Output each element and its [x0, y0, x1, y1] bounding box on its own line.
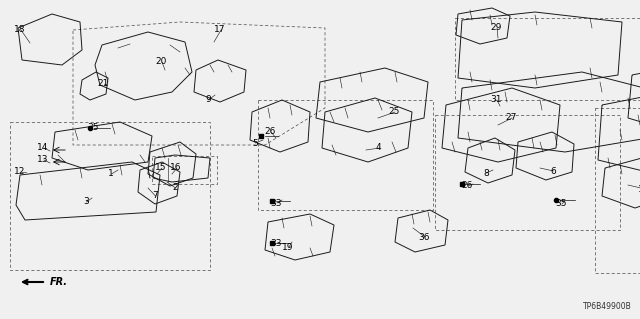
- Bar: [595, 108, 640, 273]
- Text: TP6B49900B: TP6B49900B: [583, 302, 632, 311]
- Bar: [10, 122, 210, 270]
- Text: 10: 10: [638, 184, 640, 194]
- Text: 13: 13: [37, 155, 49, 165]
- Text: 29: 29: [490, 24, 501, 33]
- Text: 35: 35: [555, 199, 566, 209]
- Text: 5: 5: [252, 138, 258, 147]
- Bar: [435, 115, 620, 230]
- Text: 12: 12: [14, 167, 26, 176]
- Text: 33: 33: [270, 239, 282, 248]
- Bar: [258, 100, 433, 210]
- Text: 15: 15: [155, 164, 166, 173]
- Text: 21: 21: [97, 79, 108, 88]
- Text: 7: 7: [152, 191, 157, 201]
- Text: FR.: FR.: [50, 277, 68, 287]
- Text: 18: 18: [14, 26, 26, 34]
- Bar: [455, 18, 640, 100]
- Text: 26: 26: [264, 128, 275, 137]
- Text: 35: 35: [87, 123, 99, 132]
- Text: 16: 16: [170, 164, 182, 173]
- Text: 25: 25: [388, 108, 399, 116]
- Text: 20: 20: [155, 57, 166, 66]
- Text: 1: 1: [108, 169, 114, 179]
- Text: 19: 19: [282, 242, 294, 251]
- Text: 17: 17: [214, 26, 225, 34]
- Bar: [152, 156, 217, 184]
- Text: 26: 26: [461, 182, 472, 190]
- Text: 9: 9: [205, 95, 211, 105]
- Text: 27: 27: [505, 114, 516, 122]
- Text: 6: 6: [550, 167, 556, 175]
- Text: 2: 2: [172, 183, 178, 192]
- Text: 36: 36: [418, 233, 429, 241]
- Text: 33: 33: [270, 198, 282, 207]
- Text: 31: 31: [490, 95, 502, 105]
- Text: 14: 14: [37, 144, 49, 152]
- Text: 3: 3: [83, 197, 89, 206]
- Text: 8: 8: [483, 168, 489, 177]
- Text: 4: 4: [376, 144, 381, 152]
